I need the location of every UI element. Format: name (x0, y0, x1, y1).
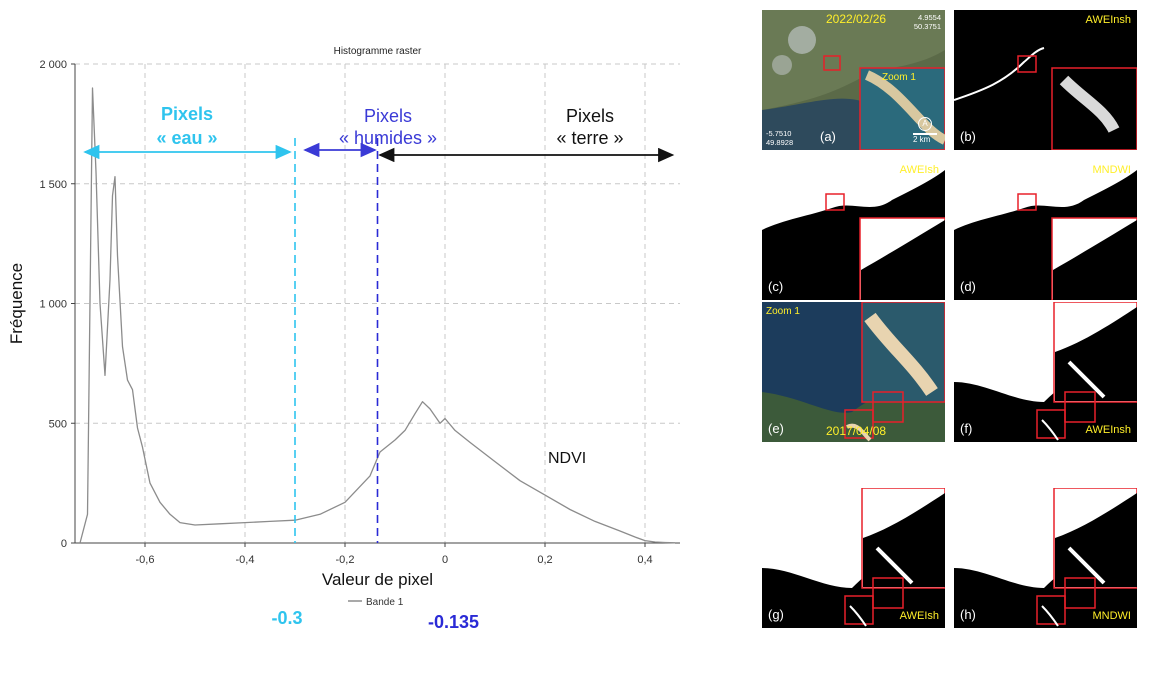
zoom-label: Zoom 1 (882, 72, 916, 83)
panel-label: (c) (768, 279, 784, 294)
panel-label: (h) (960, 607, 976, 622)
y-tick-label: 1 500 (39, 179, 67, 191)
panel-index-name: AWEInsh (1085, 14, 1131, 26)
panel-index-name: MNDWI (1092, 610, 1132, 622)
coordinate-top-right: 4.9554 50.3751 (913, 13, 941, 31)
rgb-image (762, 302, 945, 442)
x-tick-label: 0,2 (537, 554, 552, 566)
threshold-label: -0.135 (428, 612, 479, 632)
zoom-label: Zoom 1 (766, 306, 800, 317)
y-axis-label: Fréquence (7, 263, 26, 344)
y-tick-label: 2 000 (39, 59, 67, 71)
acquisition-date: 2017/04/08 (826, 424, 887, 438)
satellite-panel-f: (f) AWEInsh (954, 302, 1137, 442)
threshold-label: -0.3 (271, 608, 302, 628)
y-tick-label: 1 000 (39, 299, 67, 311)
panel-index-name: MNDWI (1092, 164, 1132, 176)
y-tick-label: 0 (61, 538, 67, 550)
panel-index-name: AWEIsh (899, 610, 939, 622)
histogram-chart: -0,6 -0,4 -0,2 0 0,2 0,4 0 500 1 000 1 500 2 000 Hi… (7, 46, 680, 632)
annotation-title: Pixels (566, 106, 614, 126)
satellite-panel-c: (c) AWEIsh (762, 160, 945, 300)
legend-label: Bande 1 (366, 597, 404, 608)
panel-label: (f) (960, 421, 973, 436)
annotation-subtitle: « humides » (339, 128, 437, 148)
rgb-image (762, 10, 945, 150)
water-mask (954, 302, 1137, 442)
satellite-panel-h: (h) MNDWI (954, 488, 1137, 628)
satellite-panel-e: (e) 2017/04/08 Zoom 1 (762, 302, 945, 442)
annotation-title: Pixels (161, 104, 213, 124)
coordinate-bottom-left: -5.7510 49.8928 (766, 129, 794, 147)
panel-label: (g) (768, 607, 784, 622)
annotation-title: Pixels (364, 106, 412, 126)
chart-title: Histogramme raster (334, 46, 422, 57)
satellite-panel-d: (d) MNDWI (954, 160, 1137, 300)
water-mask (762, 160, 945, 300)
panel-index-name: AWEIsh (899, 164, 939, 176)
annotation-subtitle: « terre » (556, 128, 623, 148)
panel-label: (a) (820, 129, 836, 144)
satellite-panel-a: (a) 2022/02/26 Zoom 1 4.9554 50.3751 -5.7510 4… (762, 10, 945, 150)
x-tick-label: -0,2 (336, 554, 355, 566)
panel-label: (d) (960, 279, 976, 294)
satellite-panel-g: (g) AWEIsh (762, 488, 945, 628)
series-label-ndvi: NDVI (548, 450, 586, 467)
water-mask (954, 488, 1137, 628)
satellite-panel-b: (b) AWEInsh (954, 10, 1137, 150)
x-tick-label: 0 (442, 554, 448, 566)
x-tick-label: 0,4 (637, 554, 652, 566)
x-tick-label: -0,6 (136, 554, 155, 566)
annotation-subtitle: « eau » (156, 128, 217, 148)
water-mask (954, 160, 1137, 300)
water-mask (954, 10, 1137, 150)
north-arrow-icon: A (918, 117, 932, 131)
water-mask (762, 488, 945, 628)
panel-index-name: AWEInsh (1085, 424, 1131, 436)
y-tick-label: 500 (49, 418, 67, 430)
histogram-series-line (79, 87, 676, 544)
panel-label: (b) (960, 129, 976, 144)
x-tick-label: -0,4 (236, 554, 255, 566)
acquisition-date: 2022/02/26 (826, 12, 887, 26)
panel-label: (e) (768, 421, 784, 436)
x-axis-label: Valeur de pixel (322, 570, 433, 589)
